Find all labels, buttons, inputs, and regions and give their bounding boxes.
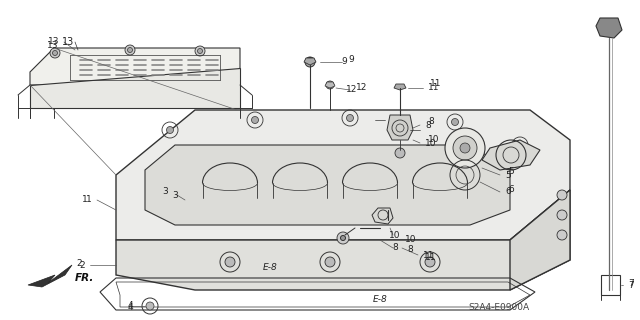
Text: 8: 8	[392, 244, 398, 252]
Text: 11: 11	[423, 251, 435, 260]
Text: 1: 1	[86, 196, 92, 204]
Polygon shape	[116, 190, 570, 290]
Text: E-8: E-8	[372, 295, 387, 305]
Circle shape	[195, 46, 205, 56]
Circle shape	[166, 126, 173, 133]
Circle shape	[340, 236, 346, 241]
Circle shape	[326, 81, 334, 89]
Polygon shape	[372, 208, 393, 224]
Circle shape	[395, 148, 405, 158]
Polygon shape	[145, 145, 510, 225]
Text: 2: 2	[76, 259, 82, 268]
Text: 11: 11	[430, 79, 442, 89]
Text: 2: 2	[79, 260, 85, 269]
Circle shape	[146, 302, 154, 310]
Circle shape	[325, 257, 335, 267]
Text: 8: 8	[428, 117, 434, 126]
Polygon shape	[325, 82, 335, 88]
Text: 6: 6	[505, 188, 511, 196]
Circle shape	[557, 230, 567, 240]
Polygon shape	[510, 190, 570, 290]
Circle shape	[516, 141, 524, 148]
Text: 10: 10	[425, 139, 436, 148]
Text: S2A4-E0900A: S2A4-E0900A	[468, 303, 529, 313]
Text: 4: 4	[128, 303, 134, 313]
Text: 7: 7	[628, 278, 634, 287]
Circle shape	[52, 51, 58, 55]
Text: 8: 8	[425, 121, 431, 130]
Circle shape	[557, 190, 567, 200]
Text: 3: 3	[163, 188, 168, 196]
Polygon shape	[596, 18, 622, 38]
Circle shape	[198, 49, 202, 53]
Text: 13: 13	[47, 41, 58, 50]
Circle shape	[453, 136, 477, 160]
Polygon shape	[30, 68, 240, 108]
Circle shape	[425, 257, 435, 267]
Text: 5: 5	[508, 167, 514, 177]
Text: 12: 12	[346, 85, 358, 94]
Text: 10: 10	[428, 135, 440, 145]
Polygon shape	[482, 140, 540, 170]
Text: 11: 11	[428, 84, 440, 92]
Text: 11: 11	[425, 253, 436, 262]
Text: 12: 12	[356, 84, 367, 92]
Text: E-8: E-8	[262, 263, 277, 273]
Polygon shape	[394, 84, 406, 90]
Circle shape	[252, 116, 259, 124]
Circle shape	[460, 143, 470, 153]
Text: 8: 8	[407, 245, 413, 254]
Text: 4: 4	[127, 301, 133, 310]
Text: FR.: FR.	[75, 273, 94, 283]
Text: 13: 13	[47, 37, 59, 46]
Circle shape	[346, 115, 353, 122]
Text: 10: 10	[405, 236, 417, 244]
Text: 9: 9	[341, 58, 347, 67]
Polygon shape	[28, 265, 72, 287]
Polygon shape	[387, 115, 413, 140]
Circle shape	[127, 47, 132, 52]
Text: 10: 10	[389, 230, 401, 239]
Text: 3: 3	[172, 190, 178, 199]
Polygon shape	[304, 58, 316, 65]
Circle shape	[337, 232, 349, 244]
Text: 9: 9	[348, 55, 354, 65]
Polygon shape	[30, 48, 240, 85]
Circle shape	[50, 48, 60, 58]
Circle shape	[125, 45, 135, 55]
Circle shape	[557, 210, 567, 220]
Circle shape	[307, 58, 312, 62]
Polygon shape	[116, 110, 570, 240]
Circle shape	[225, 257, 235, 267]
Text: 7: 7	[628, 281, 634, 290]
Circle shape	[305, 57, 315, 67]
Circle shape	[445, 128, 485, 168]
Text: 1: 1	[83, 196, 88, 204]
Text: 13: 13	[62, 37, 74, 47]
Text: 5: 5	[505, 171, 511, 180]
Circle shape	[451, 118, 458, 125]
Text: 6: 6	[508, 186, 514, 195]
